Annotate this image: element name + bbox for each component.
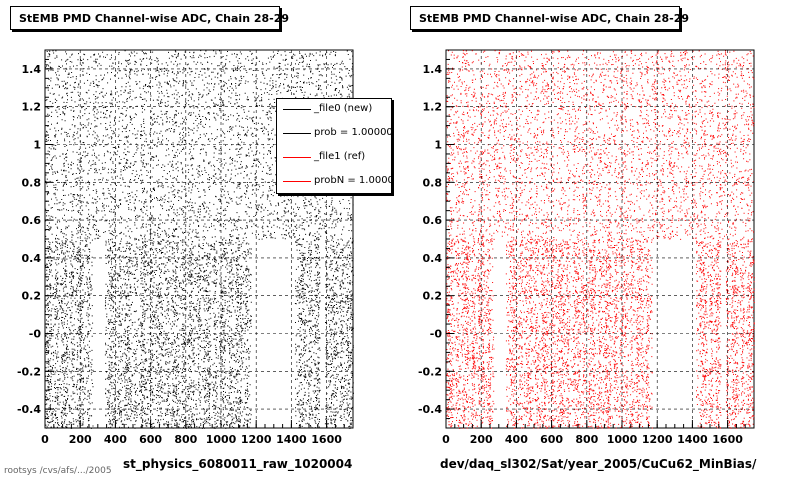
x-tick-label: 1400 — [276, 433, 307, 446]
legend: _file0 (new) prob = 1.000000 _file1 (ref… — [276, 98, 392, 194]
legend-label-probn: probN = 1.000000 — [314, 175, 391, 186]
x-tick-label: 200 — [69, 433, 92, 446]
legend-line-new — [283, 109, 311, 110]
y-tick-label: 1.2 — [423, 101, 443, 114]
y-tick-label: 0.4 — [22, 252, 42, 265]
x-tick-label: 0 — [41, 433, 49, 446]
x-tick-label: 1600 — [311, 433, 342, 446]
x-tick-label: 1000 — [607, 433, 638, 446]
x-tick-label: 0 — [442, 433, 450, 446]
y-tick-label: 0.2 — [423, 290, 443, 303]
y-tick-label: 1 — [33, 139, 41, 152]
x-tick-label: 200 — [470, 433, 493, 446]
legend-item-ref: _file1 (ref) — [277, 149, 391, 167]
x-tick-label: 1000 — [206, 433, 237, 446]
chart-title-right: StEMB PMD Channel-wise ADC, Chain 28-29 — [410, 6, 689, 30]
y-tick-label: 0.6 — [22, 214, 42, 227]
x-tick-label: 1600 — [712, 433, 743, 446]
y-tick-label: 0.6 — [423, 214, 443, 227]
x-label-left: st_physics_6080011_raw_1020004 — [123, 457, 353, 471]
x-tick-label: 1400 — [677, 433, 708, 446]
y-tick-label: -0 — [430, 328, 443, 341]
legend-line-prob — [283, 133, 311, 134]
y-tick-label: -0.4 — [17, 403, 41, 416]
x-tick-label: 600 — [540, 433, 563, 446]
y-tick-label: 1.2 — [22, 101, 42, 114]
legend-line-probn — [283, 181, 311, 182]
x-label-right: dev/daq_sl302/Sat/year_2005/CuCu62_MinBi… — [440, 457, 757, 471]
y-tick-label: 1 — [434, 139, 442, 152]
x-tick-label: 1200 — [642, 433, 673, 446]
x-tick-label: 800 — [174, 433, 197, 446]
scatter-plot-left: 0 200 400 600 800 1000 1200 1400 1600 -0.4 -0.2 -0 0… — [17, 49, 354, 446]
grid-lines — [446, 50, 754, 428]
footer-text: rootsys /cvs/afs/.../2005 — [4, 466, 112, 476]
y-tick-label: 0.8 — [22, 176, 42, 189]
y-tick-label: 0.4 — [423, 252, 443, 265]
x-tick-label: 800 — [575, 433, 598, 446]
y-tick-label: 0.2 — [22, 290, 42, 303]
y-tick-label: 1.4 — [22, 63, 42, 76]
y-tick-label: -0.4 — [418, 403, 442, 416]
x-tick-label: 1200 — [241, 433, 272, 446]
legend-item-prob: prob = 1.000000 — [277, 125, 392, 143]
legend-item-new: _file0 (new) — [277, 101, 391, 119]
x-tick-label: 400 — [104, 433, 127, 446]
legend-label-prob: prob = 1.000000 — [314, 127, 392, 138]
y-tick-label: -0.2 — [17, 365, 41, 378]
y-tick-label: 0.8 — [423, 176, 443, 189]
x-tick-label: 600 — [139, 433, 162, 446]
legend-label-new: _file0 (new) — [314, 103, 373, 114]
chart-title-left: StEMB PMD Channel-wise ADC, Chain 28-29 — [10, 6, 289, 30]
legend-line-ref — [283, 157, 311, 158]
legend-label-ref: _file1 (ref) — [314, 151, 366, 162]
y-tick-label: -0 — [29, 328, 42, 341]
legend-item-probn: probN = 1.000000 — [277, 173, 391, 191]
y-tick-label: -0.2 — [418, 365, 442, 378]
y-tick-label: 1.4 — [423, 63, 443, 76]
x-tick-label: 400 — [505, 433, 528, 446]
